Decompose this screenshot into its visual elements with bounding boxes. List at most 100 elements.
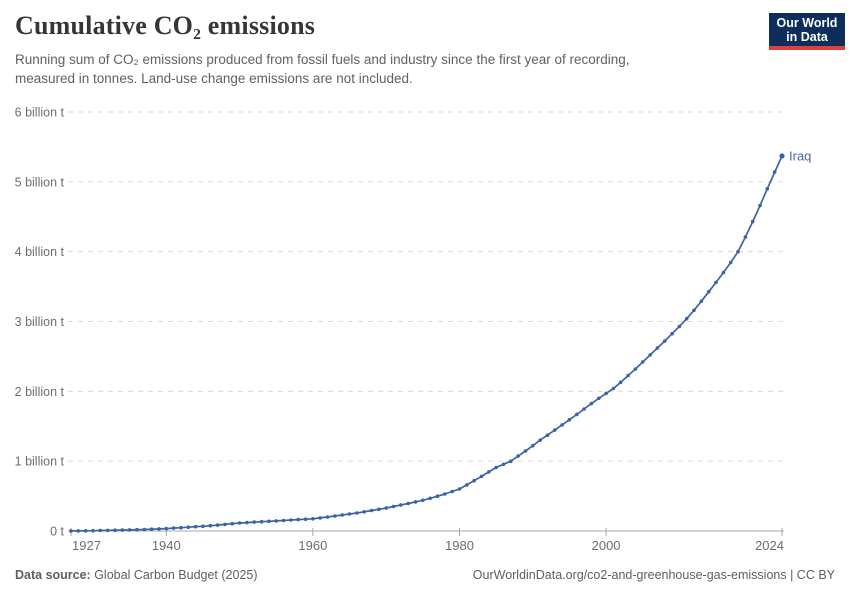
data-point	[157, 527, 161, 531]
data-point	[589, 401, 594, 406]
data-point	[208, 523, 213, 528]
data-point	[230, 521, 235, 526]
data-source-label: Data source:	[15, 568, 91, 582]
data-point	[281, 518, 286, 523]
data-point	[252, 520, 256, 524]
data-point	[472, 478, 476, 483]
data-point	[311, 517, 315, 521]
data-point	[413, 500, 418, 504]
data-point	[611, 386, 616, 391]
data-point	[618, 380, 623, 385]
data-point	[149, 527, 154, 531]
y-axis-label: 5 billion t	[15, 175, 65, 189]
chart-subtitle-line2: measured in tonnes. Land-use change emis…	[15, 70, 413, 86]
data-point	[179, 525, 183, 530]
y-axis-label: 2 billion t	[15, 385, 65, 399]
y-axis-label: 1 billion t	[15, 455, 65, 469]
data-point	[369, 508, 374, 513]
data-point	[435, 494, 440, 499]
y-axis-label: 6 billion t	[15, 106, 65, 120]
data-point	[743, 235, 748, 239]
data-point	[736, 249, 740, 254]
data-point	[677, 324, 682, 329]
data-point	[699, 299, 704, 304]
data-point	[384, 506, 389, 510]
x-axis-label: 2000	[592, 538, 621, 553]
y-axis-label: 4 billion t	[15, 245, 65, 259]
data-point	[494, 465, 498, 470]
data-point	[83, 529, 88, 533]
data-point	[728, 260, 733, 265]
data-point	[135, 527, 139, 532]
data-point	[648, 353, 652, 357]
data-point	[670, 331, 674, 336]
data-point	[355, 511, 359, 515]
data-point	[479, 474, 484, 479]
data-point	[274, 519, 279, 523]
data-point	[113, 528, 117, 532]
data-point	[347, 512, 352, 516]
data-point	[721, 270, 726, 275]
series-end-point	[779, 153, 785, 159]
data-point	[560, 423, 564, 427]
data-point	[487, 470, 491, 474]
data-point	[318, 516, 323, 520]
data-point	[164, 526, 169, 531]
data-point	[362, 510, 367, 514]
owid-logo-line1: Our World	[776, 16, 838, 30]
series-points	[69, 153, 785, 533]
data-point	[553, 428, 557, 432]
data-point	[765, 187, 770, 191]
data-point	[575, 412, 579, 417]
data-point	[391, 504, 396, 509]
data-point	[69, 529, 73, 533]
data-point	[604, 391, 608, 396]
data-point	[516, 454, 520, 458]
data-point	[626, 373, 630, 378]
data-point	[706, 290, 711, 294]
data-point	[750, 219, 755, 224]
x-axis-label: 1927	[72, 538, 101, 553]
data-point	[142, 527, 147, 532]
owid-logo[interactable]: Our World in Data	[769, 13, 845, 50]
data-point	[120, 528, 125, 532]
data-point	[692, 308, 696, 313]
data-point	[428, 496, 433, 501]
x-axis-label: 1960	[298, 538, 327, 553]
data-point	[450, 489, 455, 494]
attribution-link[interactable]: OurWorldinData.org/co2-and-greenhouse-ga…	[472, 568, 835, 582]
data-point	[289, 518, 293, 522]
data-point	[91, 528, 95, 533]
data-point	[684, 316, 689, 321]
data-point	[245, 520, 249, 525]
data-point	[655, 346, 660, 350]
chart-subtitle-line1: Running sum of CO₂ emissions produced fr…	[15, 52, 630, 67]
data-point	[406, 501, 411, 506]
data-point	[538, 438, 542, 443]
data-point	[714, 280, 718, 285]
data-point	[193, 524, 198, 529]
series-line[interactable]	[71, 155, 783, 532]
data-point	[377, 507, 381, 512]
data-point	[171, 526, 176, 530]
data-point	[223, 522, 227, 527]
data-point	[259, 519, 264, 524]
x-axis-label: 1980	[445, 538, 474, 553]
data-point	[457, 487, 462, 491]
data-point	[127, 528, 132, 532]
data-point	[509, 459, 513, 464]
data-point	[758, 203, 762, 208]
y-gridlines	[68, 111, 784, 462]
data-point	[465, 483, 469, 487]
data-point	[340, 513, 345, 517]
series-end-label[interactable]: Iraq	[789, 148, 811, 163]
data-point	[633, 367, 638, 371]
data-point	[201, 524, 205, 529]
data-point	[267, 519, 271, 524]
data-point	[76, 529, 81, 533]
data-point	[105, 528, 110, 533]
data-point	[523, 449, 528, 453]
data-point	[237, 521, 242, 525]
chart-subtitle: Running sum of CO₂ emissions produced fr…	[15, 51, 630, 88]
